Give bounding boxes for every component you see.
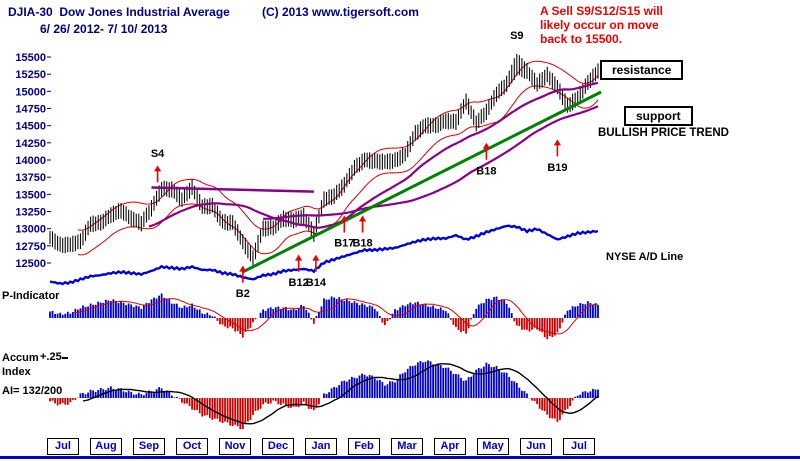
month-label-dec-5: Dec [262, 438, 294, 455]
month-label-apr-9: Apr [434, 438, 466, 455]
month-label-feb-7: Feb [348, 438, 380, 455]
analyst-note: A Sell S9/S12/S15 will likely occur on m… [540, 4, 663, 46]
svg-text:13750: 13750 [15, 172, 46, 184]
month-label-nov-4: Nov [219, 438, 251, 455]
month-label-aug-1: Aug [90, 438, 122, 455]
bottom-rule [0, 456, 800, 459]
support-label: support [624, 106, 693, 126]
nyse-ad-line [49, 224, 599, 286]
month-label-jun-11: Jun [520, 438, 552, 455]
copyright-text: (C) 2013 www.tigersoft.com [262, 5, 419, 19]
bullish-trend-label: BULLISH PRICE TREND [598, 127, 729, 139]
svg-text:S9: S9 [510, 30, 523, 42]
svg-text:14250: 14250 [15, 138, 46, 150]
svg-text:13250: 13250 [15, 207, 46, 219]
svg-text:14000: 14000 [15, 155, 46, 167]
chart-date-range: 6/ 26/ 2012- 7/ 10/ 2013 [40, 22, 168, 36]
svg-text:B2: B2 [236, 288, 250, 300]
month-label-jul-0: Jul [47, 438, 79, 455]
svg-text:B14: B14 [306, 277, 327, 289]
chart-title: DJIA-30 Dow Jones Industrial Average [8, 5, 230, 19]
month-label-jul-12: Jul [563, 438, 595, 455]
svg-text:15500: 15500 [15, 52, 46, 64]
svg-text:B19: B19 [547, 162, 567, 174]
month-label-oct-3: Oct [176, 438, 208, 455]
svg-text:13000: 13000 [15, 224, 46, 236]
accum-scale-label: +.25 [40, 351, 62, 363]
svg-text:B18: B18 [352, 237, 372, 249]
svg-text:13500: 13500 [15, 189, 46, 201]
svg-text:15000: 15000 [15, 86, 46, 98]
svg-text:12500: 12500 [15, 258, 46, 270]
svg-text:B18: B18 [476, 165, 496, 177]
price-y-axis: 15500 15250 15000 14750 14500 14250 14000 13750… [15, 52, 51, 270]
svg-text:14750: 14750 [15, 104, 46, 116]
accum-label-line1: Accum [2, 352, 39, 364]
accum-index-panel [49, 357, 599, 430]
bullish-trendline [242, 90, 602, 274]
resistance-label: resistance [600, 60, 684, 80]
svg-text:B12: B12 [289, 277, 309, 289]
accum-label-line2: Index [2, 366, 31, 378]
moving-averages [148, 81, 599, 229]
month-label-jan-6: Jan [305, 438, 337, 455]
svg-text:15250: 15250 [15, 69, 46, 81]
svg-text:14500: 14500 [15, 121, 46, 133]
month-label-may-10: May [477, 438, 509, 455]
p-indicator-label: P-Indicator [2, 290, 60, 302]
month-axis: Jul Aug Sep Oct Nov Dec Jan Feb Mar Apr May Jun Jul [0, 438, 800, 455]
nyse-ad-label: NYSE A/D Line [606, 251, 684, 263]
svg-text:12750: 12750 [15, 241, 46, 253]
month-label-mar-8: Mar [391, 438, 423, 455]
svg-text:B17: B17 [334, 237, 354, 249]
p-indicator-panel [49, 293, 599, 340]
svg-text:S4: S4 [151, 148, 165, 160]
ai-value-label: AI= 132/200 [2, 385, 63, 397]
month-label-sep-2: Sep [133, 438, 165, 455]
ohlc-bars [49, 53, 599, 266]
